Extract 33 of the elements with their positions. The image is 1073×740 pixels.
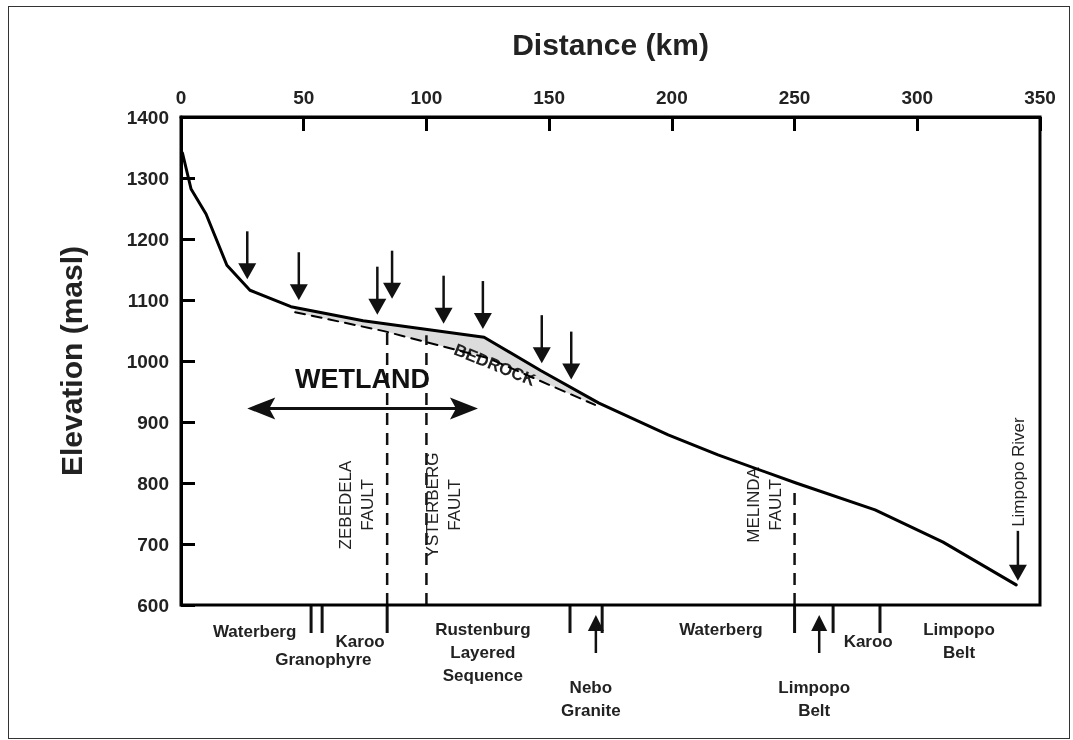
annotation: Limpopo River — [1008, 416, 1028, 527]
annotation: WETLAND — [295, 364, 431, 395]
x-tick-label: 300 — [901, 87, 934, 108]
text: Karoo — [843, 632, 893, 651]
text: Limpopo Belt — [923, 620, 995, 662]
x-tick-label: 250 — [778, 87, 811, 108]
text: Rustenburg Layered Sequence — [435, 620, 531, 685]
x-tick-label: 350 — [1024, 87, 1056, 108]
y-tick-label: 1400 — [126, 106, 169, 128]
ref-line-label: YSTERBERG FAULT — [423, 452, 465, 558]
y-tick-label: 1100 — [127, 289, 169, 311]
y-tick-label: 1000 — [126, 350, 169, 372]
ref-line-label: MELINDA FAULT — [743, 466, 785, 543]
ref-line-label: ZEBEDELA FAULT — [336, 459, 378, 550]
y-tick-label: 900 — [137, 411, 169, 433]
x-tick-label: 150 — [533, 87, 565, 108]
text: Limpopo Belt — [778, 678, 851, 720]
text: Nebo Granite — [561, 678, 621, 720]
text: Waterberg — [679, 620, 763, 639]
y-tick-label: 800 — [137, 472, 169, 494]
x-tick-label: 0 — [175, 87, 187, 108]
text: Karoo — [335, 632, 385, 651]
y-tick-label: 1300 — [126, 167, 169, 189]
y-tick-label: 1200 — [126, 228, 169, 250]
y-tick-label: 600 — [137, 594, 169, 616]
text: Granophyre — [275, 650, 372, 669]
text: Waterberg — [212, 622, 297, 641]
x-axis-title: Distance (km) — [512, 27, 709, 61]
y-axis-title: Elevation (masl) — [54, 245, 88, 477]
x-tick-label: 100 — [410, 87, 443, 108]
x-tick-label: 50 — [293, 87, 315, 108]
x-tick-label: 200 — [656, 87, 688, 108]
y-tick-label: 700 — [137, 533, 169, 555]
